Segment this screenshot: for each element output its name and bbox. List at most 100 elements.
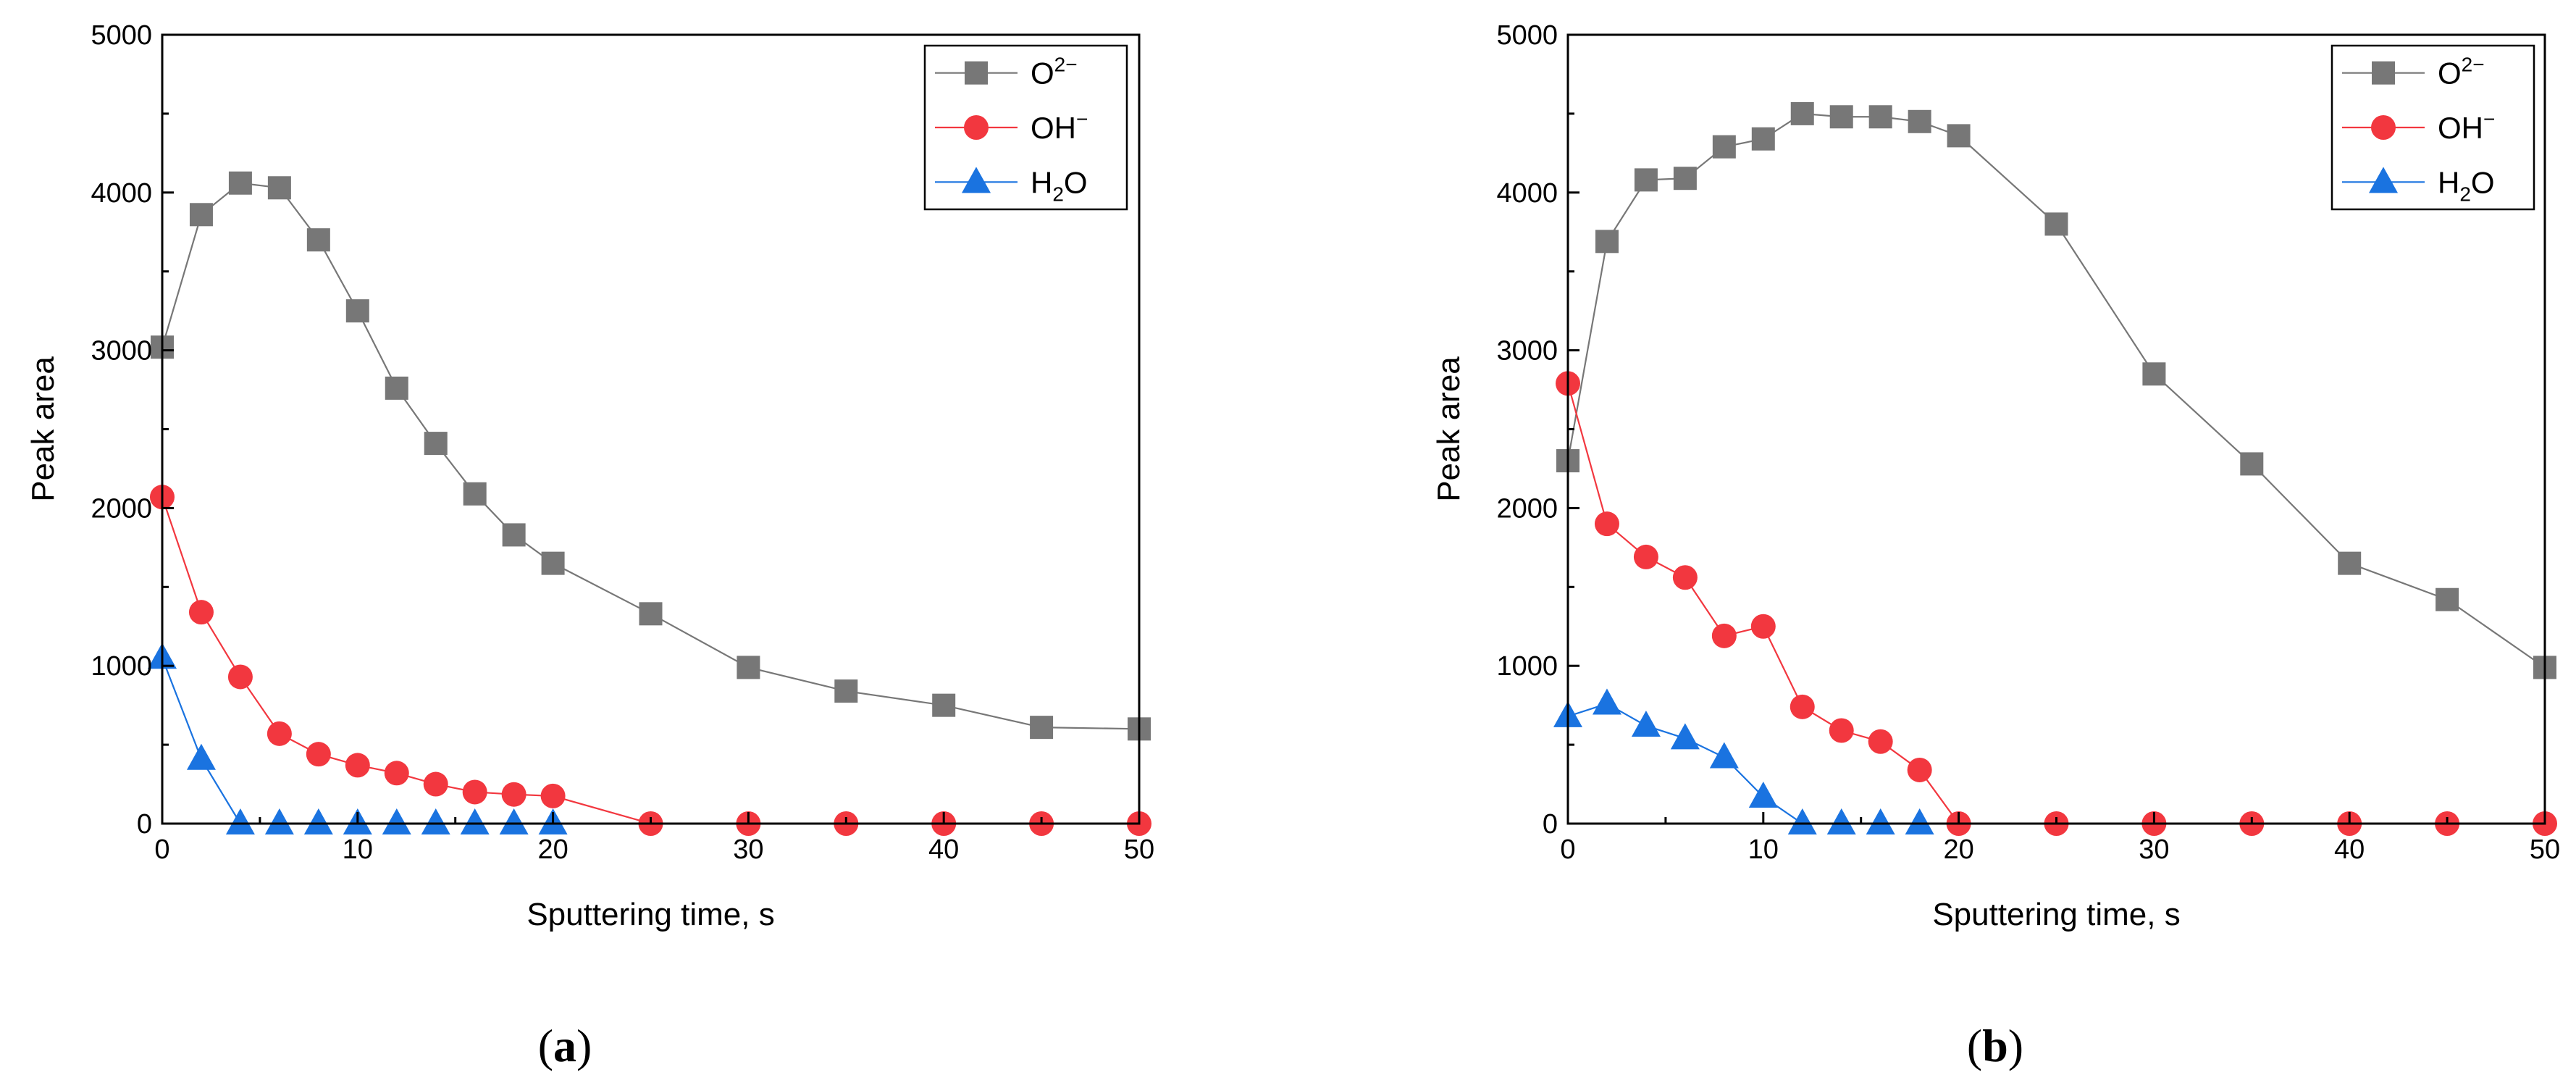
- data-point-O2--5: [1751, 127, 1775, 151]
- x-tick-label: 10: [1748, 834, 1779, 865]
- data-point-O2--5: [345, 299, 369, 323]
- data-point-H2O-1: [186, 743, 216, 770]
- legend-label-O2-: O2−: [2438, 54, 2485, 91]
- data-point-H2O-6: [1787, 808, 1817, 834]
- data-point-H2O-7: [1826, 808, 1856, 834]
- data-point-OH--9: [1907, 757, 1932, 782]
- panel-caption: (a): [538, 1020, 592, 1071]
- legend-marker-OH-: [2371, 115, 2396, 140]
- series-H2O: [1553, 688, 1934, 834]
- data-point-OH--7: [423, 771, 448, 797]
- chart-panel-b: 0 10 20 30 40 50 0 1000 2000 3000 4000 5000 Sputteri…: [1431, 20, 2560, 1071]
- legend-marker-O2-: [2372, 61, 2395, 85]
- data-point-OH--6: [1790, 694, 1815, 719]
- data-point-H2O-2: [1631, 710, 1661, 737]
- data-point-H2O-7: [421, 808, 450, 834]
- y-tick-label: 2000: [91, 493, 152, 524]
- series-line-O2-: [161, 182, 1140, 730]
- data-point-OH--8: [1868, 729, 1893, 754]
- legend-label-OH-: OH−: [1031, 108, 1088, 145]
- data-point-OH--1: [1594, 511, 1619, 537]
- panel-caption: (b): [1967, 1020, 2023, 1071]
- data-point-H2O-8: [1866, 808, 1895, 834]
- x-tick-label: 0: [1560, 834, 1575, 865]
- data-point-O2--8: [1868, 105, 1892, 129]
- data-point-H2O-8: [460, 808, 490, 834]
- data-point-O2--12: [2142, 362, 2166, 386]
- series-line-H2O: [161, 657, 553, 825]
- data-point-O2--12: [737, 656, 760, 679]
- legend: O2− OH− H2O: [923, 44, 1128, 211]
- data-point-O2--11: [639, 602, 663, 626]
- y-axis-title: Peak area: [1431, 356, 1467, 502]
- data-point-O2--2: [1634, 168, 1658, 192]
- data-point-O2--3: [1673, 167, 1697, 191]
- y-tick-label: 5000: [91, 20, 152, 51]
- data-point-O2--14: [2338, 551, 2362, 575]
- y-tick-label: 3000: [1496, 336, 1558, 367]
- y-tick-label: 1000: [1496, 651, 1558, 682]
- data-point-OH--3: [267, 721, 292, 746]
- x-tick-label: 10: [343, 834, 373, 865]
- series-line-H2O: [1567, 703, 1920, 825]
- series-O2-: [151, 171, 1151, 741]
- y-tick-label: 0: [137, 809, 152, 840]
- data-point-H2O-6: [382, 808, 411, 834]
- x-tick-label: 30: [2139, 834, 2169, 865]
- data-point-O2--1: [1595, 230, 1619, 254]
- series-O2-: [1556, 101, 2556, 679]
- data-point-OH--2: [227, 664, 253, 690]
- legend-marker-H2O: [2369, 167, 2398, 193]
- y-tick-label: 3000: [91, 336, 152, 367]
- data-point-H2O-2: [225, 808, 255, 834]
- data-point-OH--8: [462, 779, 487, 805]
- data-point-O2--10: [541, 551, 565, 575]
- data-point-OH--5: [345, 753, 370, 778]
- data-point-OH--1: [188, 600, 214, 625]
- data-point-O2--4: [306, 228, 330, 252]
- data-point-H2O-3: [264, 808, 294, 834]
- data-point-H2O-5: [1748, 781, 1778, 808]
- data-point-OH--7: [1829, 718, 1854, 743]
- x-tick-label: 20: [1943, 834, 1973, 865]
- x-axis-title: Sputtering time, s: [526, 897, 774, 932]
- data-point-H2O-1: [1592, 688, 1621, 715]
- series-OH-: [1556, 371, 2557, 836]
- x-tick-label: 0: [154, 834, 169, 865]
- data-point-O2--2: [228, 171, 252, 195]
- x-tick-label: 30: [733, 834, 763, 865]
- data-point-O2--8: [463, 482, 487, 506]
- data-point-H2O-3: [1670, 723, 1700, 750]
- x-tick-label: 50: [1124, 834, 1154, 865]
- data-point-O2--1: [189, 203, 213, 227]
- y-tick-label: 1000: [91, 651, 152, 682]
- data-point-OH--4: [306, 742, 331, 767]
- legend-label-OH-: OH−: [2438, 108, 2495, 145]
- data-point-O2--15: [1030, 716, 1054, 740]
- data-point-O2--9: [1908, 109, 1931, 133]
- data-point-O2--10: [1947, 124, 1971, 148]
- y-axis-title: Peak area: [25, 356, 61, 502]
- legend-label-O2-: O2−: [1031, 54, 1078, 91]
- x-tick-label: 20: [537, 834, 568, 865]
- data-point-O2--7: [1829, 105, 1853, 129]
- series-OH-: [150, 485, 1151, 836]
- series-H2O: [148, 643, 568, 834]
- data-point-OH--5: [1750, 614, 1776, 639]
- data-point-O2--6: [385, 376, 408, 400]
- x-tick-label: 40: [2334, 834, 2365, 865]
- data-point-OH--4: [1711, 623, 1737, 648]
- data-point-O2--3: [267, 176, 291, 200]
- y-tick-label: 0: [1543, 809, 1558, 840]
- data-point-O2--15: [2436, 587, 2459, 611]
- legend-marker-O2-: [965, 61, 988, 85]
- data-point-H2O-4: [303, 808, 333, 834]
- data-point-H2O-9: [1905, 808, 1934, 834]
- data-point-O2--7: [424, 432, 448, 456]
- y-tick-label: 4000: [1496, 178, 1558, 209]
- data-point-O2--14: [932, 693, 956, 717]
- data-point-O2--13: [834, 679, 858, 703]
- y-tick-label: 4000: [91, 178, 152, 209]
- series-line-OH-: [161, 496, 1139, 825]
